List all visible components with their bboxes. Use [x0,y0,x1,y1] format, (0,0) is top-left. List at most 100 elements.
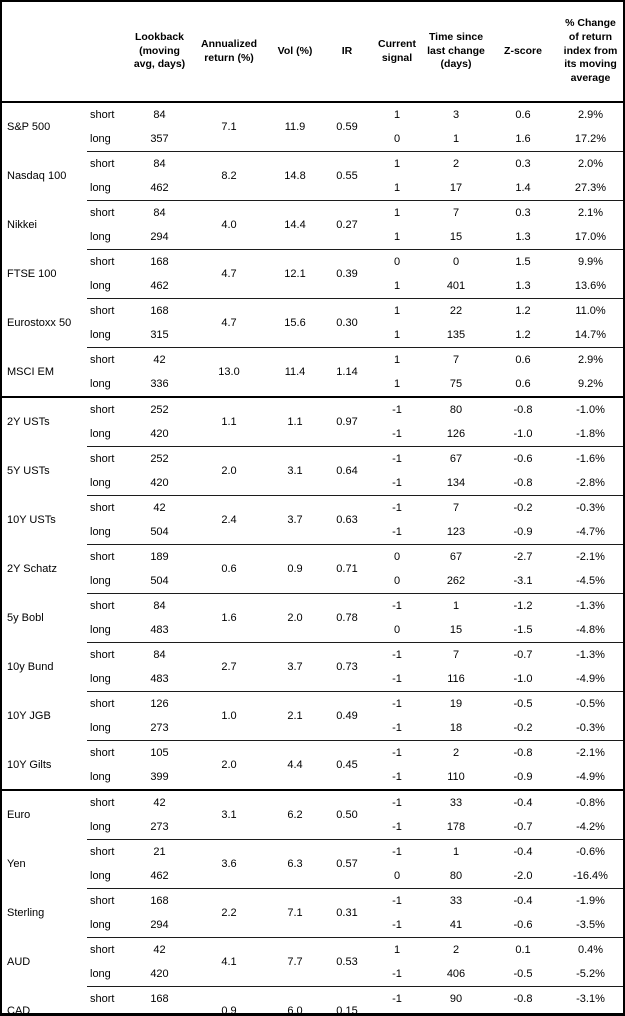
table-row: long 273 -1 178 -0.7 -4.2% [2,815,623,840]
time-since-value: 7 [424,200,488,225]
leg-label: long [87,1011,127,1013]
leg-label: long [87,913,127,938]
z-score-value: -0.5 [488,691,558,716]
annualized-return-value: 2.0 [192,446,266,496]
lookback-value: 42 [127,347,192,372]
asset-name: CAD [2,986,87,1013]
time-since-value: 2 [424,151,488,176]
ir-value: 0.78 [324,593,370,643]
current-signal-value: -1 [370,667,424,692]
current-signal-value: -1 [370,962,424,987]
table-row: long 399 -1 110 -0.9 -4.9% [2,765,623,790]
leg-label: long [87,127,127,152]
vol-value: 14.8 [266,151,324,201]
time-since-value: 67 [424,446,488,471]
lookback-value: 483 [127,667,192,692]
time-since-value: 18 [424,716,488,741]
table-row: long 462 0 80 -2.0 -16.4% [2,864,623,889]
annualized-return-value: 3.6 [192,839,266,889]
pct-change-value: -7.1% [558,1011,623,1013]
asset-name: 10Y Gilts [2,740,87,790]
table-row: long 483 0 15 -1.5 -4.8% [2,618,623,643]
ir-value: 0.39 [324,249,370,299]
vol-value: 6.0 [266,986,324,1013]
lookback-value: 42 [127,789,192,815]
table-row: Eurostoxx 50 short 168 4.7 15.6 0.30 1 2… [2,298,623,348]
table-row: Euro short 42 3.1 6.2 0.50 -1 33 -0.4 -0… [2,789,623,840]
pct-change-value: 27.3% [558,176,623,201]
pct-change-value: -2.1% [558,544,623,569]
pct-change-value: 2.9% [558,102,623,127]
current-signal-value: -1 [370,520,424,545]
asset-name: MSCI EM [2,347,87,397]
asset-name: Euro [2,789,87,840]
leg-label: short [87,396,127,422]
leg-label: short [87,347,127,372]
current-signal-value: 1 [370,225,424,250]
lookback-value: 420 [127,422,192,447]
lookback-value: 504 [127,1011,192,1013]
leg-label: long [87,422,127,447]
current-signal-value: 1 [370,347,424,372]
lookback-value: 84 [127,593,192,618]
table-row: Nasdaq 100 short 84 8.2 14.8 0.55 1 2 0.… [2,151,623,201]
pct-change-value: -0.6% [558,839,623,864]
pct-change-value: 9.2% [558,372,623,397]
lookback-value: 357 [127,127,192,152]
annualized-return-value: 0.9 [192,986,266,1013]
lookback-value: 483 [127,618,192,643]
table-row: Nikkei short 84 4.0 14.4 0.27 1 7 0.3 2.… [2,200,623,250]
vol-value: 3.1 [266,446,324,496]
table-row: long 273 -1 18 -0.2 -0.3% [2,716,623,741]
current-signal-value: 1 [370,323,424,348]
table-row: long 294 -1 41 -0.6 -3.5% [2,913,623,938]
table-row: long 315 1 135 1.2 14.7% [2,323,623,348]
pct-change-value: 2.9% [558,347,623,372]
table-row: 5Y USTs short 252 2.0 3.1 0.64 -1 67 -0.… [2,446,623,496]
ir-value: 0.45 [324,740,370,790]
asset-name: Sterling [2,888,87,938]
leg-label: short [87,249,127,274]
leg-label: short [87,937,127,962]
leg-label: long [87,716,127,741]
table-row: long 462 1 401 1.3 13.6% [2,274,623,299]
annualized-return-value: 8.2 [192,151,266,201]
z-score-value: 1.4 [488,176,558,201]
time-since-value: 7 [424,495,488,520]
pct-change-value: -2.1% [558,740,623,765]
lookback-value: 504 [127,569,192,594]
leg-label: long [87,962,127,987]
time-since-value: 178 [424,815,488,840]
time-since-value: 116 [424,667,488,692]
pct-change-value: -4.7% [558,520,623,545]
time-since-value: 15 [424,618,488,643]
ir-value: 0.73 [324,642,370,692]
current-signal-value: -1 [370,789,424,815]
table-row: Sterling short 168 2.2 7.1 0.31 -1 33 -0… [2,888,623,938]
leg-label: long [87,471,127,496]
time-since-value: 2 [424,937,488,962]
time-since-value: 123 [424,520,488,545]
current-signal-value: -1 [370,815,424,840]
z-score-value: -0.7 [488,642,558,667]
current-signal-value: -1 [370,913,424,938]
current-signal-value: -1 [370,446,424,471]
current-signal-value: -1 [370,691,424,716]
table-row: Yen short 21 3.6 6.3 0.57 -1 1 -0.4 -0.6… [2,839,623,889]
current-signal-value: -1 [370,740,424,765]
leg-label: long [87,765,127,790]
pct-change-value: -0.3% [558,495,623,520]
pct-change-value: -1.6% [558,446,623,471]
leg-label: long [87,569,127,594]
leg-label: short [87,888,127,913]
current-signal-value: -1 [370,716,424,741]
leg-label: short [87,200,127,225]
z-score-value: 1.2 [488,323,558,348]
asset-name: 2Y Schatz [2,544,87,594]
current-signal-value: 1 [370,298,424,323]
ir-value: 0.15 [324,986,370,1013]
z-score-value: -0.6 [488,913,558,938]
asset-name: 5Y USTs [2,446,87,496]
table-row: 2Y USTs short 252 1.1 1.1 0.97 -1 80 -0.… [2,396,623,447]
pct-change-value: -4.9% [558,765,623,790]
